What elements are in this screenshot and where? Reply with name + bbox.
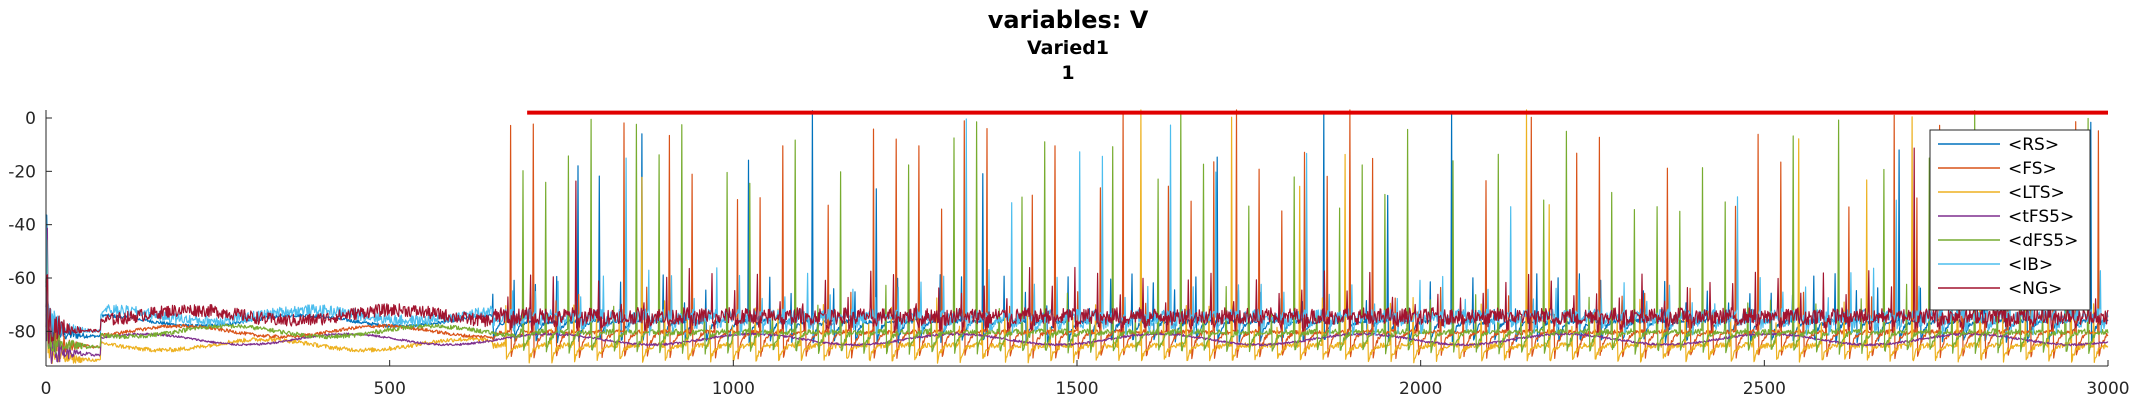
legend-box bbox=[1929, 129, 2091, 311]
legend-label: <tFS5> bbox=[2008, 207, 2074, 227]
x-tick-label: 1500 bbox=[1055, 379, 1098, 399]
x-tick-label: 2000 bbox=[1399, 379, 1442, 399]
y-tick-label: -40 bbox=[8, 216, 36, 236]
series-line-IB bbox=[45, 118, 2109, 338]
axes: 0 500 1000 1500 2000 2500 3000 0 -20 -40 -60 -80 bbox=[8, 109, 2129, 399]
series-line-LTS bbox=[45, 109, 2109, 364]
legend-label: <RS> bbox=[2008, 135, 2059, 155]
legend: <RS> <FS> <LTS> <tFS5> <dFS5> <IB> <NG> bbox=[1929, 129, 2091, 311]
series-line-NG bbox=[45, 147, 2109, 344]
series-layer bbox=[45, 109, 2109, 364]
legend-label: <LTS> bbox=[2008, 183, 2065, 203]
y-tick-label: -60 bbox=[8, 269, 36, 289]
legend-label: <NG> bbox=[2008, 279, 2062, 299]
series-line-FS bbox=[45, 109, 2109, 360]
y-tick-label: 0 bbox=[25, 109, 36, 129]
y-tick-label: -20 bbox=[8, 162, 36, 182]
x-tick-label: 2500 bbox=[1743, 379, 1786, 399]
chart-subtitle-1: Varied1 bbox=[1027, 37, 1109, 59]
chart-subtitle-2: 1 bbox=[1061, 62, 1074, 84]
x-tick-label: 500 bbox=[373, 379, 405, 399]
legend-label: <dFS5> bbox=[2008, 231, 2078, 251]
legend-label: <IB> bbox=[2008, 255, 2053, 275]
x-tick-label: 1000 bbox=[712, 379, 755, 399]
x-tick-label: 3000 bbox=[2086, 379, 2129, 399]
y-tick-label: -80 bbox=[8, 322, 36, 342]
series-line-dFS5 bbox=[45, 110, 2109, 355]
legend-label: <FS> bbox=[2008, 159, 2057, 179]
x-tick-label: 0 bbox=[41, 379, 52, 399]
chart-title: variables: V bbox=[988, 6, 1149, 34]
